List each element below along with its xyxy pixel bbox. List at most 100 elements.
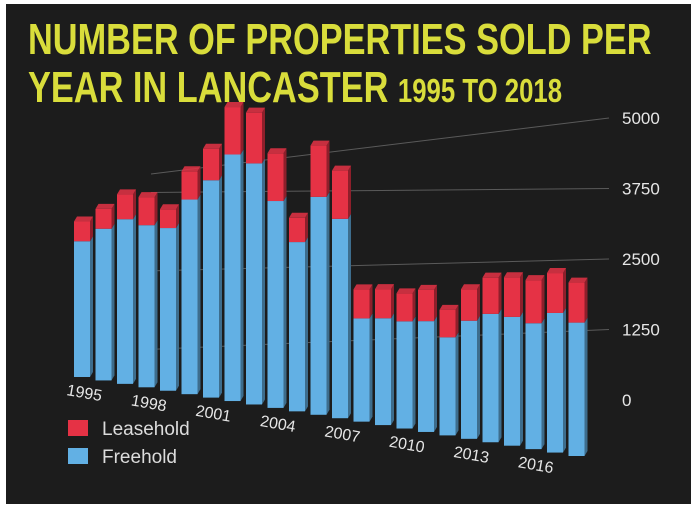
bar-top: [353, 284, 373, 290]
bar-top: [224, 102, 244, 108]
bar-2004-freehold: [267, 196, 287, 408]
bar-side: [477, 284, 480, 321]
bar-1997-leasehold: [117, 189, 136, 220]
y-tick-label-1250: 1250: [622, 321, 660, 340]
title-line-2: YEAR IN LANCASTER 1995 TO 2018: [28, 66, 652, 110]
bar-side: [498, 272, 502, 314]
bar-2005-leasehold: [289, 212, 308, 243]
bar-side: [455, 304, 459, 338]
bar-top: [310, 140, 330, 146]
bar-2013-freehold: [461, 315, 480, 439]
bar-front: [482, 313, 499, 443]
bar-side: [498, 308, 502, 443]
bar-2018-leasehold: [568, 277, 588, 323]
bar-front: [332, 218, 348, 419]
bar-2005-freehold: [289, 237, 308, 412]
bar-top: [418, 284, 437, 290]
bar-front: [375, 318, 391, 426]
bar-side: [133, 214, 136, 384]
bar-side: [348, 165, 351, 219]
legend-label-freehold: Freehold: [102, 447, 177, 468]
x-tick-label-2010: 2010: [388, 434, 426, 457]
bar-2016-freehold: [525, 318, 545, 450]
bar-side: [541, 318, 545, 450]
bar-2017-freehold: [547, 307, 566, 453]
bar-side: [477, 315, 480, 439]
bar-1998-freehold: [138, 220, 158, 388]
bar-side: [219, 175, 222, 398]
bar-top: [547, 268, 566, 274]
bar-front: [74, 241, 90, 377]
y-tick-label-5000: 5000: [622, 109, 660, 128]
bar-1996-leasehold: [95, 203, 115, 229]
bar-front: [181, 199, 198, 395]
bar-front: [246, 112, 262, 164]
bar-front: [310, 145, 327, 197]
legend: Leasehold Freehold: [68, 419, 190, 468]
bar-1999-freehold: [160, 223, 179, 391]
bar-top: [95, 203, 115, 209]
bar-side: [240, 102, 244, 155]
bar-2018-freehold: [568, 317, 588, 456]
bar-side: [391, 284, 394, 319]
bar-front: [504, 316, 520, 446]
bar-front: [461, 289, 477, 321]
bar-top: [461, 284, 480, 290]
bar-side: [305, 212, 308, 243]
bar-front: [353, 289, 370, 319]
bar-side: [305, 237, 308, 412]
bar-2007-leasehold: [332, 165, 351, 219]
x-tick-label-1995: 1995: [65, 382, 103, 405]
bar-front: [160, 209, 176, 229]
bar-front: [439, 309, 456, 338]
y-tick-label-0: 0: [622, 391, 631, 410]
bar-front: [418, 289, 434, 322]
bar-side: [176, 204, 179, 229]
bar-top: [289, 212, 308, 218]
bar-2009-freehold: [375, 313, 394, 426]
bar-1998-leasehold: [138, 192, 158, 226]
bar-side: [563, 268, 566, 313]
bar-top: [160, 204, 179, 210]
bar-front: [375, 289, 391, 319]
bar-side: [197, 166, 201, 200]
bar-2003-freehold: [246, 158, 265, 405]
bar-2011-freehold: [418, 316, 437, 432]
bar-2003-leasehold: [246, 107, 265, 164]
bar-side: [584, 277, 588, 323]
bar-front: [568, 282, 585, 323]
legend-label-leasehold: Leasehold: [102, 419, 190, 440]
bar-2001-freehold: [203, 175, 222, 398]
bar-2012-leasehold: [439, 304, 459, 338]
bar-front: [95, 228, 112, 381]
bar-side: [541, 275, 545, 324]
x-axis-tick-labels: 1995 1998 2001 2004 2007 2010 2013 2016: [65, 382, 555, 477]
bar-front: [396, 293, 413, 322]
bar-2006-leasehold: [310, 140, 330, 197]
bar-side: [326, 140, 330, 197]
bar-front: [418, 321, 434, 432]
bar-top: [181, 166, 201, 172]
bar-2012-freehold: [439, 332, 459, 436]
bar-front: [203, 180, 219, 398]
bar-2014-freehold: [482, 308, 502, 443]
title-line-2-years: 1995 TO 2018: [397, 72, 563, 109]
bar-top: [74, 216, 93, 222]
bar-2010-leasehold: [396, 288, 416, 322]
bar-front: [482, 277, 499, 314]
chart-frame: NUMBER OF PROPERTIES SOLD PER YEAR IN LA…: [6, 4, 691, 504]
bar-side: [584, 317, 588, 456]
bar-side: [369, 284, 373, 319]
x-tick-label-2016: 2016: [517, 454, 555, 477]
stacked-bar-chart: 0 1250 2500 3750 5000 1995 1998 2001 2004 2007 20…: [65, 102, 660, 477]
bar-front: [117, 219, 133, 384]
bar-side: [520, 272, 523, 317]
bar-front: [310, 196, 327, 415]
bar-front: [224, 107, 241, 155]
x-tick-label-2013: 2013: [452, 444, 490, 467]
bar-front: [95, 208, 112, 229]
y-axis-tick-labels: 0 1250 2500 3750 5000: [622, 109, 660, 410]
bar-2001-leasehold: [203, 143, 222, 181]
bar-1997-freehold: [117, 214, 136, 384]
bar-side: [90, 236, 93, 377]
